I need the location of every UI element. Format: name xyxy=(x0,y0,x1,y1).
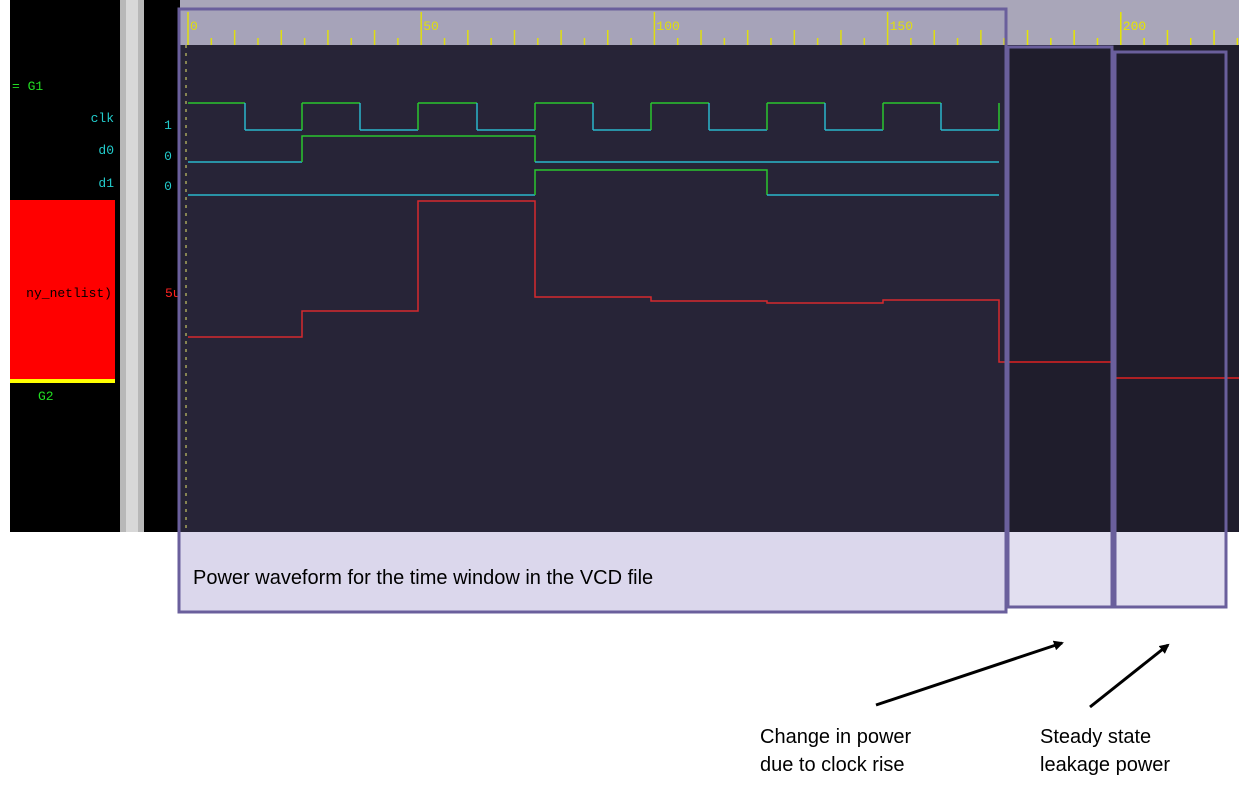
signal-value: 0 xyxy=(164,179,172,194)
ruler-labels: 0 50 100 150 200 xyxy=(190,19,1146,34)
signal-name: d0 xyxy=(98,143,114,158)
window-box xyxy=(177,7,1008,614)
signal-value: 0 xyxy=(164,149,172,164)
ruler-label: 0 xyxy=(190,19,198,34)
power-value: 5uW xyxy=(165,286,189,301)
ruler-label: 100 xyxy=(656,19,679,34)
power-value-clip: 5uW xyxy=(165,286,189,301)
annotation-text: Power waveform for the time window in th… xyxy=(193,567,653,589)
signal-name: clk xyxy=(91,111,115,126)
ruler-label: 150 xyxy=(890,19,913,34)
ruler-label: 50 xyxy=(423,19,439,34)
power-wave xyxy=(188,200,1239,379)
ruler-ticks xyxy=(187,12,1239,45)
d1-wave xyxy=(534,169,768,195)
annotation-text: Steady state xyxy=(1040,726,1151,748)
instance-label: ny_netlist) xyxy=(26,286,112,301)
leakage-box xyxy=(1113,50,1228,609)
annotation-text: leakage power xyxy=(1040,754,1170,776)
scrollbar-thumb[interactable] xyxy=(126,0,138,532)
clk-wave xyxy=(188,102,1000,131)
instance-block xyxy=(10,200,115,380)
annotation-text: due to clock rise xyxy=(760,754,905,776)
ruler-label: 200 xyxy=(1123,19,1146,34)
clock-rise-box xyxy=(1006,45,1114,609)
arrow xyxy=(875,640,1064,707)
instance-clip: ny_netlist) xyxy=(26,286,112,301)
arrow xyxy=(1089,643,1170,709)
waveforms xyxy=(188,102,1239,379)
signal-value: 1 xyxy=(164,118,172,133)
annotation-fill xyxy=(1115,532,1226,607)
annotation-fill xyxy=(1008,532,1112,607)
annotation-fill xyxy=(178,532,1006,612)
group-label: G2 xyxy=(38,389,54,404)
annotation-text: Change in power xyxy=(760,726,912,748)
d0-wave xyxy=(301,135,536,162)
group-label: = G1 xyxy=(12,79,43,94)
signal-name: d1 xyxy=(98,176,114,191)
